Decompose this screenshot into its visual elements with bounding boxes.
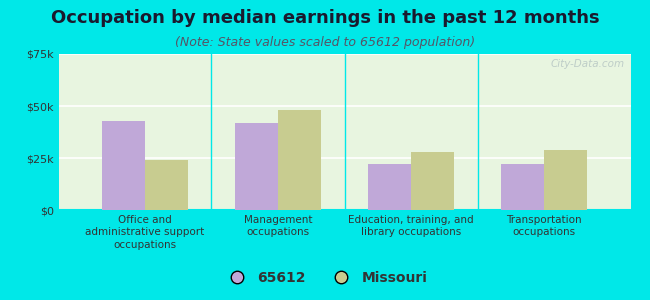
Text: Occupation by median earnings in the past 12 months: Occupation by median earnings in the pas…: [51, 9, 599, 27]
Text: City-Data.com: City-Data.com: [551, 59, 625, 69]
Bar: [501, 164, 544, 210]
Bar: [369, 164, 411, 210]
Text: (Note: State values scaled to 65612 population): (Note: State values scaled to 65612 popu…: [175, 36, 475, 49]
Legend: 65612, Missouri: 65612, Missouri: [217, 265, 433, 290]
Bar: [235, 123, 278, 210]
Bar: [278, 110, 320, 210]
Bar: [145, 160, 188, 210]
Bar: [411, 152, 454, 210]
Bar: [544, 150, 586, 210]
Bar: [103, 121, 145, 210]
